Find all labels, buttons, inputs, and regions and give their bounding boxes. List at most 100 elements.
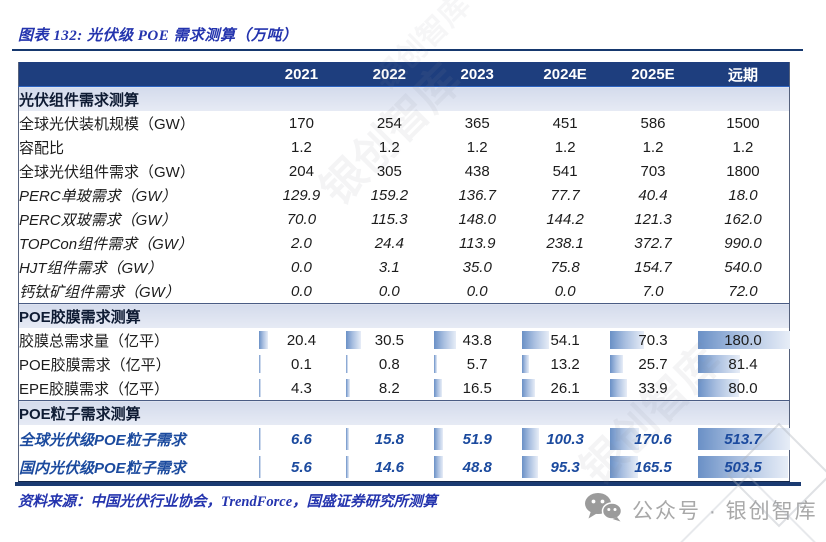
row-label: EPE胶膜需求（亿平）	[19, 380, 170, 398]
value-cell-2023: 136.7	[433, 183, 521, 207]
title-rule	[12, 49, 803, 51]
cell-value: 1.2	[642, 138, 664, 156]
cell-value: 0.0	[291, 258, 312, 276]
data-bar	[258, 428, 261, 450]
cell-value: 0.0	[466, 282, 488, 300]
corner-cell	[18, 62, 258, 87]
value-cell-2024E: 541	[521, 159, 609, 183]
value-cell-2024E: 77.7	[521, 183, 609, 207]
cell-value: 372.7	[634, 234, 672, 252]
cell-value: 154.7	[634, 258, 672, 276]
value-cell-2021: 170	[258, 111, 346, 135]
table-row: PERC单玻需求（GW） 129.9 159.2 136.7 77.7 40.4 18.0	[19, 183, 790, 207]
cell-value: 0.0	[291, 282, 312, 300]
data-bar	[697, 331, 790, 349]
value-cell-2021: 0.0	[258, 255, 346, 279]
cell-value: 438	[464, 162, 490, 180]
value-cell-2025E: 121.3	[609, 207, 697, 231]
data-bar	[610, 428, 640, 450]
data-bar	[697, 428, 790, 450]
value-cell-2021: 204	[258, 159, 346, 183]
source-note: 资料来源：中国光伏行业协会，TrendForce，国盛证券研究所测算	[18, 494, 438, 510]
cell-value: 113.9	[459, 234, 496, 252]
section-title: POE胶膜需求测算	[18, 303, 790, 328]
row-label: 胶膜总需求量（亿平）	[19, 332, 170, 350]
value-cell-2021: 70.0	[258, 207, 346, 231]
figure-title: 图表 132: 光伏级 POE 需求测算（万吨）	[18, 28, 298, 44]
cell-value: 16.5	[462, 379, 492, 397]
value-cell-2025E: 40.4	[609, 183, 697, 207]
data-bar	[522, 355, 529, 373]
value-cell-2023: 35.0	[433, 255, 521, 279]
cell-value: 43.8	[462, 331, 492, 349]
data-bar	[346, 428, 350, 450]
data-bar	[346, 355, 349, 373]
cell-value: 70.0	[286, 210, 317, 228]
value-cell-2023: 5.7	[433, 352, 521, 376]
data-bar	[697, 379, 739, 397]
cell-value: 100.3	[546, 430, 584, 448]
value-cell-2021: 0.0	[258, 279, 346, 304]
cell-value: 305	[376, 162, 402, 180]
data-bar	[522, 428, 540, 450]
cell-value: 26.1	[550, 379, 580, 397]
value-cell-2025E: 154.7	[609, 255, 697, 279]
cell-value: 40.4	[638, 186, 668, 204]
cell-value: 8.2	[378, 379, 400, 397]
value-cell-2022: 14.6	[345, 453, 434, 483]
section-header-row: POE粒子需求测算	[18, 400, 790, 425]
value-cell-远期: 1500	[697, 111, 790, 135]
cell-value: 586	[640, 114, 666, 132]
row-label: 全球光伏组件需求（GW）	[19, 163, 195, 181]
value-cell-2021: 129.9	[258, 183, 346, 207]
cell-value: 77.7	[550, 186, 580, 204]
data-bar	[610, 379, 627, 397]
table-row: TOPCon组件需求（GW） 2.0 24.4 113.9 238.1 372.7 990.…	[19, 231, 790, 255]
cell-value: 170.6	[634, 430, 672, 448]
value-cell-2025E: 703	[609, 159, 697, 183]
cell-value: 0.1	[291, 355, 312, 373]
data-bar	[258, 456, 261, 478]
value-cell-2022: 8.2	[345, 376, 433, 401]
data-bar	[434, 379, 443, 397]
cell-value: 2.0	[291, 234, 312, 252]
cell-value: 81.4	[728, 355, 758, 373]
table-row: HJT组件需求（GW） 0.0 3.1 35.0 75.8 154.7 540.0	[19, 255, 790, 279]
value-cell-2024E: 1.2	[521, 135, 609, 159]
data-bar	[346, 456, 349, 478]
bottom-rule	[15, 482, 801, 486]
data-bar	[610, 331, 645, 349]
data-bar	[346, 331, 362, 349]
value-cell-2024E: 238.1	[521, 231, 609, 255]
value-cell-2025E: 70.3	[609, 328, 697, 352]
value-cell-远期: 990.0	[697, 231, 790, 255]
value-cell-2024E: 95.3	[521, 453, 610, 483]
cell-value: 95.3	[550, 458, 580, 476]
row-label: 全球光伏级POE粒子需求	[19, 431, 186, 449]
cell-value: 5.7	[466, 355, 488, 373]
value-cell-2021: 0.1	[258, 352, 346, 376]
cell-value: 5.6	[291, 458, 312, 476]
value-cell-2022: 254	[345, 111, 433, 135]
row-label: 全球光伏装机规模（GW）	[19, 115, 195, 133]
cell-value: 1.2	[466, 138, 488, 156]
cell-value: 25.7	[638, 355, 668, 373]
value-cell-2024E: 451	[521, 111, 609, 135]
table-row: 胶膜总需求量（亿平） 20.4 30.5 43.8 54.1 70.3 180.0	[19, 328, 790, 352]
row-label: 容配比	[19, 139, 65, 157]
value-cell-2024E: 144.2	[521, 207, 609, 231]
table-row: POE胶膜需求（亿平） 0.1 0.8 5.7 13.2 25.7 81.4	[19, 352, 790, 376]
cell-value: 121.3	[634, 210, 672, 228]
cell-value: 51.9	[462, 430, 492, 448]
table-row: 全球光伏级POE粒子需求 6.6 15.8 51.9 100.3 170.6 513.7	[19, 425, 790, 453]
cell-value: 170	[288, 114, 314, 132]
value-cell-2024E: 75.8	[521, 255, 609, 279]
cell-value: 20.4	[286, 331, 317, 349]
cell-value: 513.7	[724, 430, 762, 448]
data-bar	[697, 456, 789, 478]
data-bar	[522, 456, 539, 478]
cell-value: 129.9	[282, 186, 321, 204]
cell-value: 162.0	[724, 210, 762, 228]
cell-value: 35.0	[462, 258, 492, 276]
table-body: 光伏组件需求测算 全球光伏装机规模（GW） 170 254 365 451 586 1500 容…	[18, 86, 790, 483]
